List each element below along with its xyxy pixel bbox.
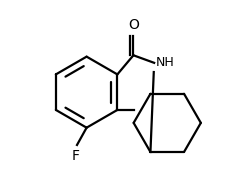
Text: F: F <box>72 149 80 163</box>
Text: O: O <box>128 18 139 32</box>
Text: NH: NH <box>156 56 174 69</box>
